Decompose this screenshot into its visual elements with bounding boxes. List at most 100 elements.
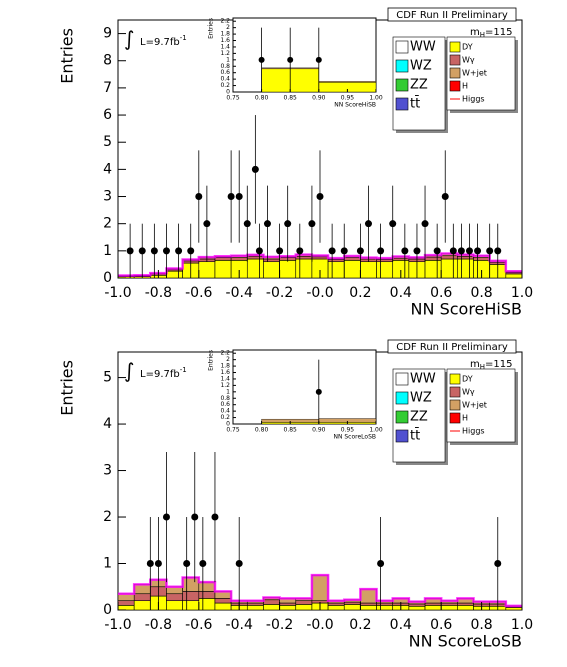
data-point bbox=[340, 247, 348, 255]
title-box bbox=[387, 339, 517, 354]
y-tick-label: 0.4 bbox=[220, 76, 230, 83]
legend-label: WW bbox=[410, 372, 436, 387]
data-point bbox=[421, 220, 429, 228]
y-tick-label: 1 bbox=[226, 388, 230, 395]
hist-bar bbox=[311, 574, 329, 602]
x-tick-label: 1.00 bbox=[369, 427, 383, 434]
y-tick-label: 1 bbox=[103, 243, 112, 259]
hist-bar bbox=[166, 600, 183, 611]
lumi-exponent: -1 bbox=[180, 34, 187, 42]
y-tick-label: 0 bbox=[103, 270, 112, 286]
x-tick-label: 0.95 bbox=[341, 95, 355, 102]
x-tick-label: -0.8 bbox=[145, 617, 172, 633]
mass-symbol: m bbox=[470, 27, 480, 38]
mass-value: =115 bbox=[485, 27, 512, 38]
hist-bar bbox=[198, 261, 216, 279]
x-tick-label: 0.75 bbox=[226, 427, 240, 434]
hist-bar bbox=[295, 258, 313, 279]
y-tick-label: 1.8 bbox=[220, 363, 230, 370]
legend-swatch bbox=[395, 78, 409, 92]
y-axis-label: Entries bbox=[58, 28, 77, 84]
mass-subscript: H bbox=[480, 363, 485, 371]
hist-bar bbox=[376, 605, 394, 611]
legend-swatch bbox=[449, 54, 461, 66]
data-point bbox=[203, 220, 211, 228]
y-tick-label: 0.6 bbox=[220, 69, 230, 76]
legend-swatch bbox=[449, 412, 461, 424]
data-point bbox=[227, 193, 235, 201]
hist-bar bbox=[263, 599, 280, 605]
data-point bbox=[287, 56, 294, 63]
data-point bbox=[441, 193, 449, 201]
legend-label: DY bbox=[462, 43, 473, 52]
data-point bbox=[296, 247, 304, 255]
x-tick-label: 0.80 bbox=[255, 427, 269, 434]
data-point bbox=[276, 247, 284, 255]
data-point bbox=[243, 220, 251, 228]
hist-bar bbox=[457, 602, 474, 606]
hist-bar bbox=[133, 593, 151, 602]
hist-bar bbox=[182, 591, 200, 602]
y-tick-label: 1 bbox=[226, 56, 230, 63]
y-tick-label: 0.8 bbox=[220, 395, 230, 402]
data-point bbox=[251, 165, 259, 173]
y-tick-label: 9 bbox=[103, 26, 112, 42]
y-tick-label: 1.6 bbox=[220, 369, 230, 376]
x-tick-label: -0.2 bbox=[266, 285, 293, 301]
hist-bar bbox=[505, 273, 523, 279]
data-point bbox=[486, 247, 494, 255]
mass-value: =115 bbox=[485, 359, 512, 370]
x-tick-label: -1.0 bbox=[104, 617, 131, 633]
x-tick-label: -0.4 bbox=[226, 285, 253, 301]
hist-bar bbox=[263, 258, 280, 263]
data-point bbox=[433, 247, 441, 255]
y-tick-label: 4 bbox=[103, 416, 112, 432]
y-tick-label: 1.6 bbox=[220, 37, 230, 44]
legend-swatch bbox=[395, 59, 409, 73]
hist-bar bbox=[424, 260, 442, 279]
y-tick-label: 2 bbox=[103, 216, 112, 232]
y-tick-label: 3 bbox=[103, 189, 112, 205]
y-tick-label: 0 bbox=[226, 421, 230, 428]
legend-label: Wγ bbox=[462, 56, 475, 65]
data-point bbox=[175, 247, 183, 255]
y-tick-label: 7 bbox=[103, 80, 112, 96]
hist-bar bbox=[311, 256, 329, 260]
hist-bar bbox=[166, 593, 183, 602]
data-point bbox=[364, 220, 372, 228]
hist-bar bbox=[327, 259, 345, 263]
x-tick-label: -0.8 bbox=[145, 285, 172, 301]
data-point bbox=[377, 247, 385, 255]
hist-bar bbox=[117, 605, 135, 611]
hist-bar bbox=[295, 604, 313, 611]
hist-bar bbox=[457, 605, 474, 611]
data-point bbox=[474, 247, 482, 255]
mass-symbol: m bbox=[470, 359, 480, 370]
lumi-text: L=9.7fb bbox=[140, 37, 180, 48]
hist-bar bbox=[117, 600, 135, 606]
data-point bbox=[146, 560, 154, 568]
hist-bar bbox=[360, 602, 377, 606]
y-tick-label: 1.8 bbox=[220, 31, 230, 38]
hist-bar bbox=[214, 598, 232, 604]
chart-title: CDF Run II Preliminary bbox=[396, 342, 508, 353]
data-point bbox=[195, 193, 203, 201]
data-point bbox=[401, 247, 409, 255]
data-point bbox=[494, 247, 502, 255]
hist-bar bbox=[343, 260, 361, 279]
hist-bar bbox=[408, 603, 426, 607]
legend-label: ZZ bbox=[410, 78, 428, 93]
x-tick-label: 0.95 bbox=[341, 427, 355, 434]
data-point bbox=[449, 247, 457, 255]
integral-sign: ∫ bbox=[124, 359, 134, 383]
hist-bar bbox=[376, 602, 394, 606]
x-tick-label: 1.0 bbox=[511, 617, 533, 633]
data-point bbox=[154, 560, 162, 568]
legend-label: Higgs bbox=[462, 427, 485, 436]
legend-swatch bbox=[395, 410, 409, 424]
x-tick-label: -0.0 bbox=[306, 617, 333, 633]
data-point bbox=[187, 247, 195, 255]
x-tick-label: 0.4 bbox=[390, 617, 412, 633]
legend-swatch bbox=[395, 391, 409, 405]
